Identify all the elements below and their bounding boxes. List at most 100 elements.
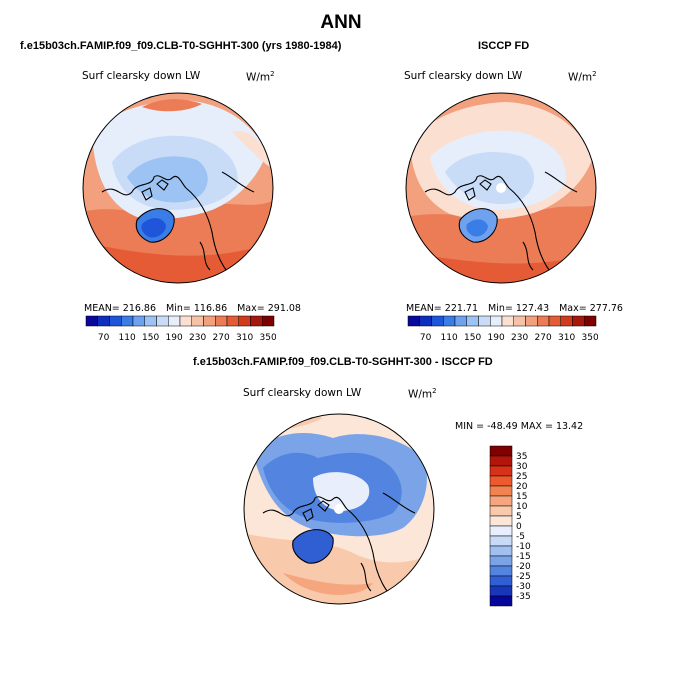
diff-map-south-warm-patch <box>283 573 373 595</box>
right-colorbar-swatch <box>431 315 444 327</box>
right-colorbar-swatch <box>454 315 467 327</box>
left-polar-map <box>82 92 274 284</box>
diff-panel-units: W/m2 <box>408 387 437 401</box>
right-colorbar-swatch <box>572 315 585 327</box>
diff-colorbar-tick-label: -10 <box>516 542 531 552</box>
left-colorbar-swatch <box>132 315 145 327</box>
diff-panel-case-title: f.e15b03ch.FAMIP.f09_f09.CLB-T0-SGHHT-30… <box>193 356 493 368</box>
right-colorbar-tick-label: 230 <box>511 333 528 343</box>
diff-colorbar-tick-label: 15 <box>516 492 527 502</box>
right-colorbar-swatch <box>478 315 491 327</box>
right-colorbar-tick-label: 350 <box>582 333 598 343</box>
diff-colorbar-swatch <box>489 455 513 467</box>
left-colorbar-swatch <box>85 315 98 327</box>
right-map-pole-hole <box>496 183 506 193</box>
diff-colorbar-swatch <box>489 495 513 507</box>
left-colorbar-swatch <box>168 315 181 327</box>
diff-colorbar-tick-label: 25 <box>516 472 527 482</box>
right-map-coastlines <box>424 171 578 278</box>
left-colorbar-swatch <box>191 315 204 327</box>
left-panel-stats: MEAN= 216.86 Min= 116.86 Max= 291.08 <box>84 303 301 314</box>
left-colorbar-swatch <box>250 315 263 327</box>
diff-colorbar-tick-label: 10 <box>516 502 528 512</box>
left-map-north-warm-patch <box>142 99 202 112</box>
diff-polar-map <box>243 413 435 605</box>
right-colorbar-tick-label: 270 <box>535 333 552 343</box>
left-colorbar-tick-label: 110 <box>119 333 136 343</box>
diff-colorbar-swatch <box>489 545 513 557</box>
left-colorbar-swatch <box>156 315 169 327</box>
right-colorbar-swatch <box>513 315 526 327</box>
left-colorbar-tick-label: 350 <box>260 333 276 343</box>
diff-map-coastlines <box>262 492 416 599</box>
left-colorbar-tick-label: 310 <box>236 333 253 343</box>
right-colorbar-swatch <box>490 315 503 327</box>
right-colorbar-swatch <box>560 315 573 327</box>
right-panel-case-title: ISCCP FD <box>478 40 530 52</box>
diff-panel-minmax: MIN = -48.49 MAX = 13.42 <box>455 421 584 432</box>
right-panel-stats: MEAN= 221.71 Min= 127.43 Max= 277.76 <box>406 303 623 314</box>
diff-map-central-pale-region <box>313 472 370 511</box>
left-colorbar-swatch <box>262 315 275 327</box>
right-colorbar-swatch <box>525 315 538 327</box>
right-colorbar-swatch <box>443 315 456 327</box>
diff-colorbar-tick-label: 30 <box>516 462 528 472</box>
left-colorbar-swatch <box>109 315 122 327</box>
diff-colorbar-swatch <box>489 595 513 607</box>
diff-colorbar-tick-label: -15 <box>516 552 531 562</box>
diff-map-south-warm-band <box>244 533 434 604</box>
diff-map-greenland-region <box>292 529 334 564</box>
left-colorbar-swatch <box>238 315 251 327</box>
diff-colorbar-swatch <box>489 535 513 547</box>
left-colorbar-tick-label: 70 <box>98 333 110 343</box>
diff-map-pole-hole <box>334 504 344 514</box>
left-map-border <box>82 92 274 284</box>
right-colorbar-tick-label: 310 <box>558 333 575 343</box>
diff-colorbar-swatch <box>489 515 513 527</box>
diff-colorbar-tick-label: 5 <box>516 512 522 522</box>
diff-colorbar-swatch <box>489 505 513 517</box>
diff-colorbar-tick-label: 20 <box>516 482 528 492</box>
left-panel-case-title: f.e15b03ch.FAMIP.f09_f09.CLB-T0-SGHHT-30… <box>20 40 342 52</box>
right-panel-units: W/m2 <box>568 70 597 84</box>
left-map-east-pale-patch <box>232 131 270 167</box>
left-colorbar: 70 110 150 190 230 270 310 350 <box>85 315 276 343</box>
right-map-greenland-core <box>466 219 488 237</box>
left-colorbar-swatch <box>121 315 134 327</box>
right-colorbar-swatch <box>501 315 514 327</box>
diff-colorbar-swatch <box>489 445 513 457</box>
left-colorbar-tick-label: 190 <box>166 333 183 343</box>
diff-colorbar-tick-label: 35 <box>516 452 527 462</box>
diff-colorbar-swatch <box>489 475 513 487</box>
figure-title: ANN <box>320 12 362 33</box>
diff-colorbar-tick-label: -35 <box>516 592 531 602</box>
diff-colorbar-tick-label: -30 <box>516 582 531 592</box>
right-colorbar-tick-label: 110 <box>441 333 458 343</box>
left-colorbar-swatch <box>215 315 228 327</box>
right-colorbar-swatch <box>548 315 561 327</box>
diff-panel-variable: Surf clearsky down LW <box>243 387 362 399</box>
diff-colorbar-tick-label: -5 <box>516 532 525 542</box>
right-colorbar-swatch <box>419 315 432 327</box>
left-map-coastlines <box>101 171 255 278</box>
left-colorbar-tick-label: 270 <box>213 333 230 343</box>
diff-colorbar-swatch <box>489 565 513 577</box>
right-colorbar-swatch <box>466 315 479 327</box>
diff-colorbar-tick-label: 0 <box>516 522 522 532</box>
right-map-border <box>405 92 597 284</box>
left-colorbar-tick-label: 230 <box>189 333 206 343</box>
diff-colorbar-swatch <box>489 555 513 567</box>
right-colorbar-swatch <box>407 315 420 327</box>
right-colorbar-tick-label: 190 <box>488 333 505 343</box>
right-colorbar-tick-label: 70 <box>420 333 432 343</box>
diff-colorbar-swatch <box>489 575 513 587</box>
right-colorbar-swatch <box>537 315 550 327</box>
left-colorbar-swatch <box>179 315 192 327</box>
left-colorbar-tick-label: 150 <box>142 333 159 343</box>
left-colorbar-swatch <box>203 315 216 327</box>
diff-colorbar-swatch <box>489 465 513 477</box>
right-panel-variable: Surf clearsky down LW <box>404 70 523 82</box>
diff-colorbar-tick-label: -20 <box>516 562 531 572</box>
diff-colorbar-tick-label: -25 <box>516 572 531 582</box>
